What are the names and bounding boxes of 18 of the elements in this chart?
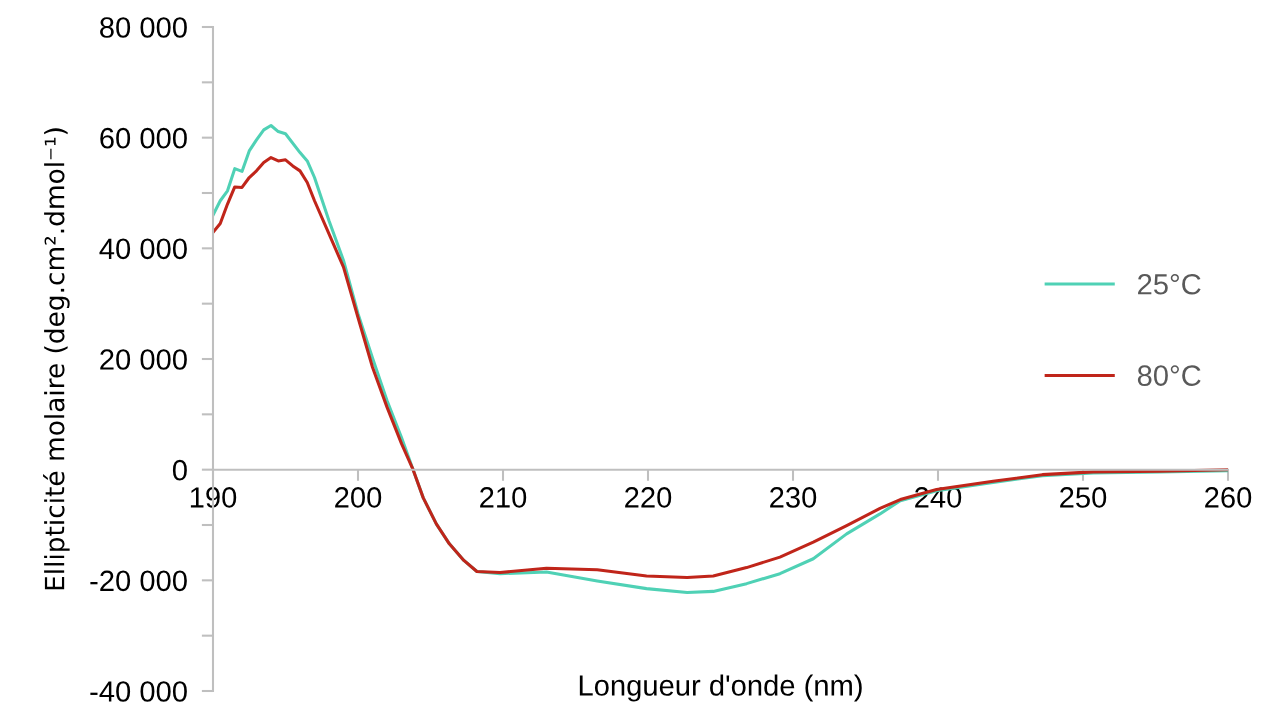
y-axis-title: Ellipticité molaire (deg.cm².dmol⁻¹): [43, 128, 70, 590]
x-tick-label: 260: [1205, 487, 1252, 508]
x-tick-label: 200: [335, 487, 382, 508]
y-tick-label: 20 000: [100, 349, 187, 370]
y-tick-label: -20 000: [90, 570, 187, 592]
x-tick-label: 250: [1060, 487, 1107, 508]
y-tick-label: 40 000: [99, 238, 187, 260]
x-tick-label: 190: [190, 487, 237, 508]
x-tick-label: 230: [770, 487, 817, 508]
y-tick-label: -40 000: [90, 681, 187, 702]
legend-label: 25°C: [1138, 273, 1201, 295]
y-tick-label: 80 000: [100, 17, 187, 38]
legend-label: 80°C: [1137, 365, 1201, 386]
y-tick-label: 0: [172, 459, 187, 481]
x-tick-label: 210: [480, 487, 527, 508]
x-tick-label: 220: [625, 487, 672, 508]
y-tick-label: 60 000: [100, 127, 187, 149]
x-axis-title: Longueur d'onde (nm): [579, 674, 862, 702]
